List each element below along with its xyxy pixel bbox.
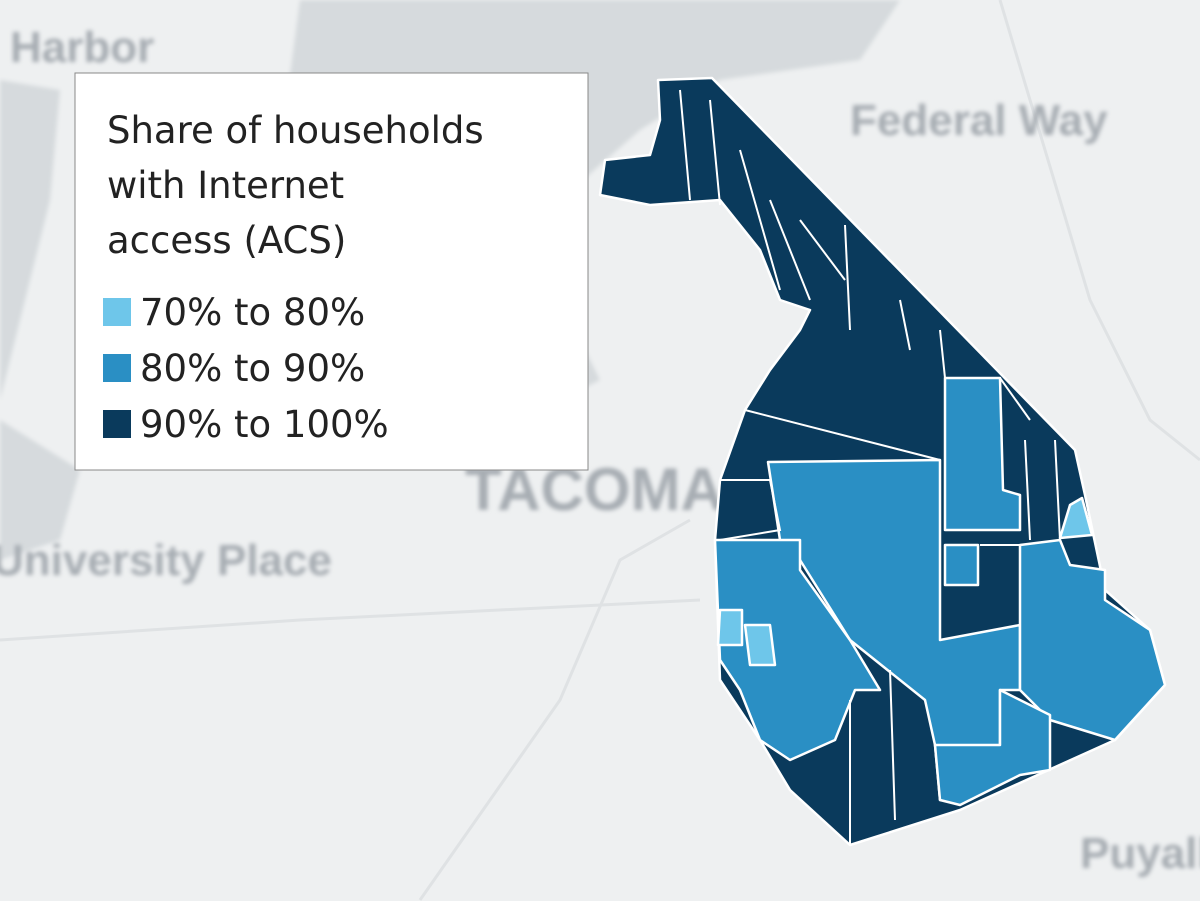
legend-title: Share of households xyxy=(107,109,484,152)
tract xyxy=(1058,496,1094,540)
tract-boundaries xyxy=(679,89,1061,845)
legend-title: access (ACS) xyxy=(107,219,346,262)
place-label: University Place xyxy=(0,536,332,585)
tract xyxy=(716,608,744,647)
legend-swatch xyxy=(103,298,131,326)
legend-swatch xyxy=(103,354,131,382)
legend-swatch xyxy=(103,410,131,438)
place-label: Federal Way xyxy=(850,96,1108,145)
tracts xyxy=(598,76,1167,847)
tract xyxy=(713,538,882,762)
place-label: Harbor xyxy=(10,23,154,72)
place-label: Puyallup xyxy=(1080,829,1200,878)
tract xyxy=(933,688,1052,807)
legend-label: 70% to 80% xyxy=(140,291,365,334)
tract xyxy=(943,543,980,587)
legend-box xyxy=(74,72,589,471)
tract xyxy=(743,623,777,667)
legend-label: 80% to 90% xyxy=(140,347,365,390)
legend-title: with Internet xyxy=(107,164,344,207)
legend-label: 90% to 100% xyxy=(140,403,389,446)
